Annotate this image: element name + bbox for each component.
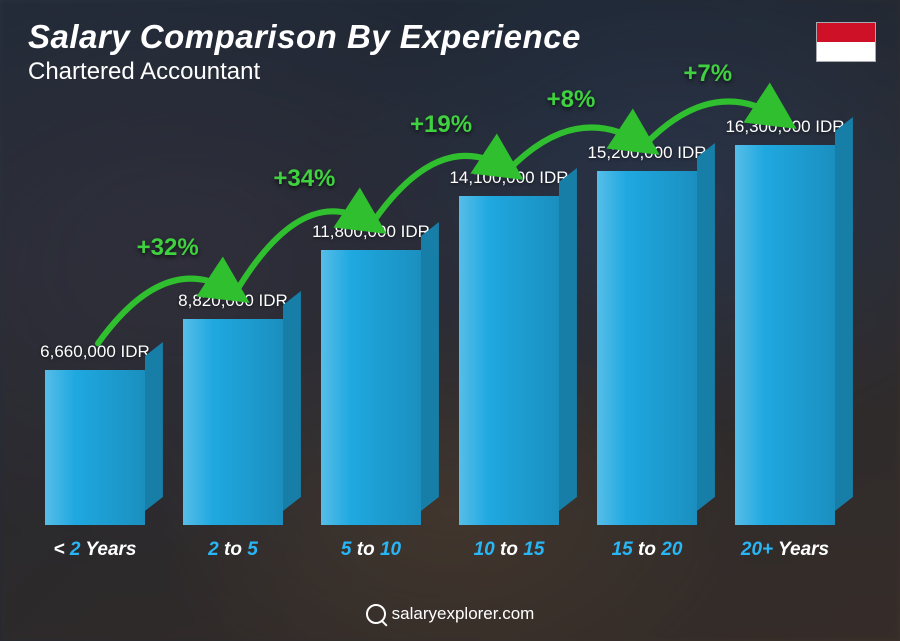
bar: [597, 171, 697, 525]
bar-category-label: 5 to 10: [341, 539, 401, 561]
bar-column: 6,660,000 IDR < 2 Years: [30, 342, 160, 561]
bar-category-label: 2 to 5: [208, 539, 258, 561]
country-flag-indonesia: [816, 22, 876, 62]
header: Salary Comparison By Experience Chartere…: [28, 18, 581, 86]
page-subtitle: Chartered Accountant: [28, 58, 581, 86]
bar-column: 16,300,000 IDR 20+ Years: [720, 117, 850, 561]
flag-stripe-bottom: [817, 42, 875, 61]
bar-side-face: [559, 168, 577, 511]
bar-front-face: [597, 171, 697, 525]
bar-category-label: 10 to 15: [474, 539, 545, 561]
pct-change-label: +32%: [137, 234, 199, 262]
bar-side-face: [697, 143, 715, 511]
footer-text: salaryexplorer.com: [392, 604, 535, 624]
pct-change-label: +7%: [683, 60, 732, 88]
bar-side-face: [421, 222, 439, 511]
bar-front-face: [735, 145, 835, 525]
bar-column: 15,200,000 IDR 15 to 20: [582, 143, 712, 561]
bar-category-label: 20+ Years: [741, 539, 829, 561]
bar-front-face: [45, 370, 145, 525]
flag-stripe-top: [817, 23, 875, 42]
bar-category-label: < 2 Years: [54, 539, 137, 561]
bar: [45, 370, 145, 525]
pct-change-label: +19%: [410, 111, 472, 139]
bar-side-face: [283, 291, 301, 511]
page-title: Salary Comparison By Experience: [28, 18, 581, 56]
pct-change-label: +34%: [273, 165, 335, 193]
magnifier-icon: [366, 604, 386, 624]
bar-category-label: 15 to 20: [612, 539, 683, 561]
pct-change-label: +8%: [547, 86, 596, 114]
bar-side-face: [835, 117, 853, 511]
bar: [735, 145, 835, 525]
footer: salaryexplorer.com: [0, 604, 900, 629]
